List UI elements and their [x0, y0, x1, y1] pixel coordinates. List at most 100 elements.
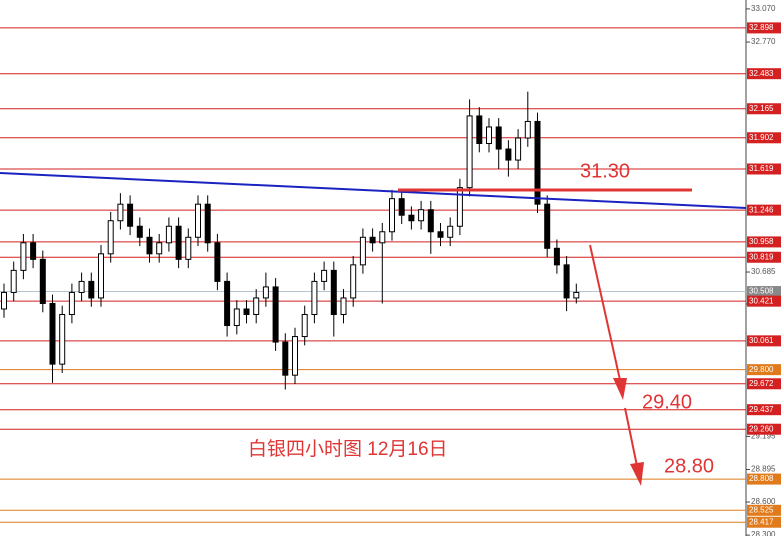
candle-body: [98, 253, 104, 299]
candle-body: [224, 280, 231, 327]
annotation: 29.40: [642, 391, 692, 413]
level-label: 29.437: [749, 405, 774, 414]
candle-body: [359, 236, 366, 266]
level-label: 32.483: [749, 69, 774, 78]
level-label: 30.958: [749, 237, 774, 246]
y-tick-label: 28.895: [751, 465, 776, 474]
candle-body: [544, 203, 551, 249]
candle-body: [272, 286, 279, 343]
candle-body: [253, 297, 260, 315]
level-label: 29.260: [749, 424, 774, 433]
candle-body: [524, 120, 531, 139]
candle-body: [146, 236, 153, 255]
candle-body: [515, 137, 522, 161]
level-box: [747, 132, 781, 144]
candle-body: [427, 209, 434, 233]
candle-body: [495, 126, 502, 150]
level-label: 32.898: [749, 23, 774, 32]
candle-body: [156, 242, 163, 255]
candle-body: [68, 291, 75, 315]
candle-body: [311, 280, 318, 315]
candle-body: [486, 126, 492, 145]
candle-body: [30, 242, 37, 260]
annotation: 28.80: [664, 455, 714, 477]
candle-body: [418, 209, 425, 222]
candle-body: [282, 341, 289, 376]
candle-body: [39, 258, 46, 304]
candle-body: [563, 264, 570, 299]
candle-body: [505, 148, 512, 161]
candle-body: [437, 231, 444, 238]
level-box: [747, 504, 781, 516]
level-box: [747, 251, 781, 263]
candle-body: [340, 297, 347, 315]
arrow: [589, 244, 621, 381]
level-label: 31.902: [749, 133, 774, 142]
arrow-head: [630, 462, 644, 486]
candle-body: [59, 313, 66, 365]
candle-body: [534, 120, 541, 205]
candle-body: [398, 198, 405, 216]
y-tick-label: 33.070: [751, 4, 776, 13]
y-tick-label: 29.195: [751, 431, 776, 440]
y-tick-label: 28.300: [751, 530, 776, 536]
level-label: 30.061: [749, 336, 774, 345]
candle-body: [379, 231, 386, 244]
level-box: [747, 378, 781, 390]
candle-body: [214, 242, 221, 282]
candle-body: [136, 225, 143, 238]
level-label: 30.421: [749, 296, 774, 305]
level-label: 29.672: [749, 379, 774, 388]
candle-body: [165, 225, 172, 244]
last-price-box: [747, 286, 781, 298]
level-box: [747, 236, 781, 248]
candle-body: [204, 203, 211, 244]
candle-body: [456, 187, 463, 227]
candle-body: [466, 115, 473, 189]
level-box: [747, 103, 781, 115]
candle-body: [117, 203, 124, 222]
candle-body: [233, 308, 240, 327]
level-label: 28.417: [749, 517, 774, 526]
y-tick-label: 28.600: [751, 497, 776, 506]
candle-body: [262, 286, 269, 299]
candle-body: [49, 302, 56, 365]
candle-body: [20, 242, 27, 271]
candle-body: [447, 225, 454, 238]
candle-body: [88, 280, 95, 299]
candle-body: [350, 264, 357, 299]
trend-line: [0, 172, 747, 209]
candle-body: [301, 313, 308, 338]
candle-body: [553, 247, 560, 266]
level-label: 28.808: [749, 474, 774, 483]
level-label: 31.246: [749, 205, 774, 214]
chart-title: 白银四小时图 12月16日: [248, 438, 448, 460]
candle-body: [107, 220, 114, 255]
candle-body: [10, 269, 17, 293]
level-box: [747, 473, 781, 485]
candle-body: [573, 291, 580, 299]
level-label: 31.619: [749, 164, 774, 173]
candle-body: [195, 203, 201, 238]
y-tick-label: 30.685: [751, 267, 776, 276]
level-box: [747, 22, 781, 34]
level-box: [747, 204, 781, 216]
last-price-label: 30.508: [749, 287, 774, 296]
level-box: [747, 404, 781, 416]
candle-body: [1, 291, 7, 310]
level-label: 30.819: [749, 252, 774, 261]
candle-body: [408, 214, 415, 222]
level-box: [747, 335, 781, 347]
level-box: [747, 516, 781, 528]
level-box: [747, 423, 781, 435]
level-box: [747, 364, 781, 376]
candle-body: [78, 280, 85, 293]
candle-body: [321, 269, 328, 282]
annotation: 31.30: [580, 160, 630, 182]
level-box: [747, 68, 781, 80]
candle-body: [476, 115, 483, 145]
level-box: [747, 163, 781, 175]
level-box: [747, 295, 781, 307]
